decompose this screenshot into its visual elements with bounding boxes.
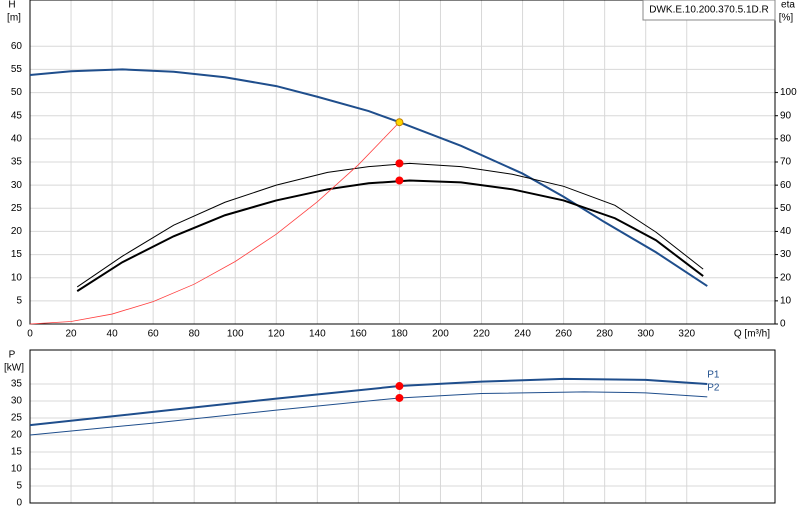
annotation-box	[642, 0, 776, 21]
y2-tick-label: 80	[780, 133, 792, 144]
x-tick-label: 60	[148, 329, 160, 340]
operating-point	[395, 159, 404, 168]
plot-area	[29, 349, 776, 504]
y2-tick-label: 20	[780, 272, 792, 283]
y-tick-label: 10	[11, 464, 23, 475]
y-tick-label: 5	[16, 481, 22, 492]
y-tick-label: 15	[11, 249, 23, 260]
curve	[76, 162, 704, 288]
y-tick-label: 20	[11, 430, 23, 441]
curve-label: P1	[707, 370, 720, 381]
y-unit: [m]	[7, 13, 21, 24]
y-tick-label: 10	[11, 272, 23, 283]
curve	[29, 391, 708, 436]
x-tick-label: 20	[65, 329, 77, 340]
y-tick-label: 25	[11, 203, 23, 214]
y-tick-label: 20	[11, 226, 23, 237]
x-tick-label: 280	[596, 329, 613, 340]
y2-tick-label: 70	[780, 157, 792, 168]
x-tick-label: 240	[514, 329, 531, 340]
y-tick-label: 0	[16, 319, 22, 330]
curve	[29, 68, 708, 287]
y-tick-label: 30	[11, 180, 23, 191]
y-tick-label: 35	[11, 379, 23, 390]
x-tick-label: 100	[227, 329, 244, 340]
curve-label: P2	[707, 383, 720, 394]
y2-tick-label: 10	[780, 295, 792, 306]
y-unit: [kW]	[4, 363, 24, 374]
y-tick-label: 0	[16, 498, 22, 509]
y-tick-label: 45	[11, 110, 23, 121]
plot-frame	[29, 0, 776, 325]
x-tick-label: 220	[473, 329, 490, 340]
curve	[76, 179, 704, 292]
y-tick-label: 55	[11, 64, 23, 75]
x-tick-label: 0	[27, 329, 33, 340]
y2-tick-label: 90	[780, 110, 792, 121]
y-label: H	[8, 0, 15, 11]
y2-tick-label: 40	[780, 226, 792, 237]
y-tick-label: 30	[11, 396, 23, 407]
y-tick-label: 60	[11, 41, 23, 52]
x-tick-label: 140	[309, 329, 326, 340]
y2-unit: [%]	[779, 13, 794, 24]
x-label: Q [m³/h]	[734, 329, 770, 340]
x-tick-label: 300	[637, 329, 654, 340]
y2-tick-label: 100	[780, 87, 797, 98]
plot-frame	[29, 349, 776, 504]
x-tick-label: 200	[432, 329, 449, 340]
y2-tick-label: 30	[780, 249, 792, 260]
y-tick-label: 25	[11, 413, 23, 424]
y2-tick-label: 50	[780, 203, 792, 214]
y-tick-label: 35	[11, 157, 23, 168]
operating-point	[395, 382, 404, 391]
y-tick-label: 5	[16, 295, 22, 306]
x-tick-label: 40	[107, 329, 119, 340]
y-tick-label: 40	[11, 133, 23, 144]
curve	[29, 377, 708, 427]
x-tick-label: 80	[189, 329, 201, 340]
operating-point	[395, 176, 404, 185]
x-tick-label: 260	[555, 329, 572, 340]
annotation: DWK.E.10.200.370.5.1D.R	[649, 5, 769, 16]
operating-point	[395, 118, 404, 127]
y-tick-label: 50	[11, 87, 23, 98]
y2-label: eta	[781, 0, 795, 11]
x-tick-label: 180	[391, 329, 408, 340]
curve	[29, 121, 400, 325]
x-tick-label: 160	[350, 329, 367, 340]
x-tick-label: 320	[678, 329, 695, 340]
x-tick-label: 120	[268, 329, 285, 340]
operating-point	[395, 393, 404, 402]
y-label: P	[9, 350, 16, 361]
y2-tick-label: 60	[780, 180, 792, 191]
y2-tick-label: 0	[780, 319, 786, 330]
y-tick-label: 15	[11, 447, 23, 458]
